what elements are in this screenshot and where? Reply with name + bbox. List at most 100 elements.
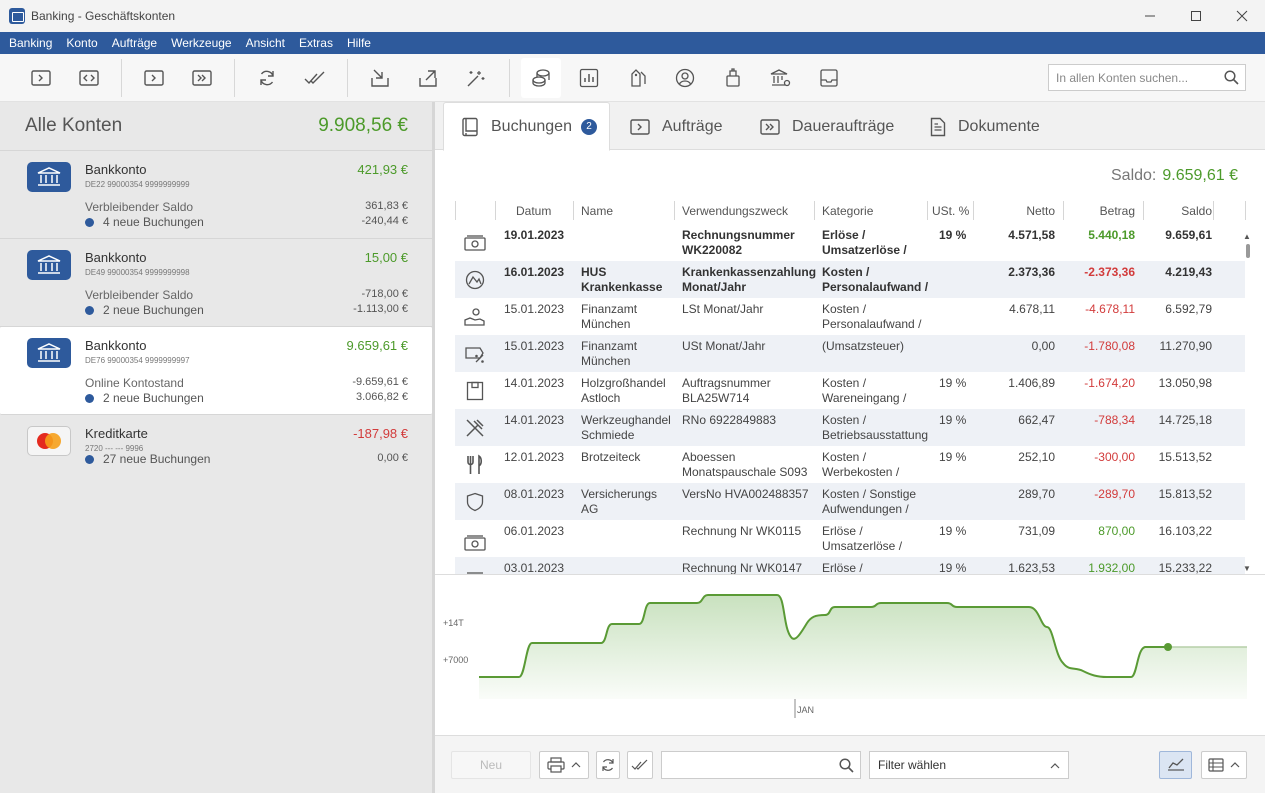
code-transfer-icon: [79, 70, 99, 86]
refresh-button[interactable]: [596, 751, 620, 779]
table-search-input[interactable]: [662, 752, 832, 778]
view-options-button[interactable]: [1201, 751, 1247, 779]
upload-button[interactable]: [713, 58, 753, 98]
cell-vat: 19 %: [939, 376, 967, 390]
account-info-value: -9.659,61 €: [352, 376, 408, 388]
menu-hilfe[interactable]: Hilfe: [346, 36, 371, 50]
cell-date: 15.01.2023: [504, 302, 565, 316]
standing-order-button[interactable]: [182, 58, 222, 98]
account-item[interactable]: Kreditkarte 2720 --- --- 9996 -187,98 € …: [0, 415, 432, 503]
menu-ansicht[interactable]: Ansicht: [245, 36, 285, 50]
new-button[interactable]: Neu: [451, 751, 531, 779]
table-row[interactable]: 08.01.2023 Versicherungs AG VersNo HVA00…: [455, 483, 1245, 520]
cell-balance: 15.813,52: [1158, 487, 1212, 501]
bank-settings-button[interactable]: [761, 58, 801, 98]
tab-dauerauftraege[interactable]: Daueraufträge: [760, 102, 894, 151]
table-search-field[interactable]: [661, 751, 861, 779]
menu-auftraege[interactable]: Aufträge: [111, 36, 158, 50]
account-name: Kreditkarte: [85, 426, 148, 441]
maximize-button[interactable]: [1173, 0, 1219, 32]
tab-label: Daueraufträge: [792, 117, 895, 135]
new-bookings: 27 neue Buchungen: [85, 452, 210, 466]
balance-line: [479, 594, 1168, 678]
coins-button[interactable]: [521, 58, 561, 98]
table-row[interactable]: 15.01.2023 Finanzamt München LSt Monat/J…: [455, 298, 1245, 335]
scroll-up-icon[interactable]: ▲: [1243, 232, 1251, 241]
menu-konto[interactable]: Konto: [66, 36, 98, 50]
transactions-table: 19.01.2023 Rechnungsnummer WK220082 Erlö…: [455, 224, 1247, 574]
menu-werkzeuge[interactable]: Werkzeuge: [171, 36, 232, 50]
account-info-label: Verbleibender Saldo: [85, 288, 194, 302]
column-header-datum[interactable]: Datum: [516, 204, 552, 218]
menu-banking[interactable]: Banking: [9, 36, 53, 50]
double-check-icon: [304, 71, 325, 85]
mark-read-button[interactable]: [627, 751, 653, 779]
tab-auftraege[interactable]: Aufträge: [630, 102, 722, 151]
chart-toggle-button[interactable]: [1159, 751, 1192, 779]
column-divider: [455, 201, 456, 220]
table-scrollbar[interactable]: ▲ ▼: [1243, 227, 1253, 573]
order-button[interactable]: [134, 58, 174, 98]
search-icon[interactable]: [1224, 70, 1239, 85]
new-indicator-dot: [85, 454, 94, 464]
table-row[interactable]: 16.01.2023 HUS Krankenkasse Krankenkasse…: [455, 261, 1245, 298]
export-icon: [419, 70, 437, 87]
global-search-input[interactable]: [1056, 70, 1216, 85]
user-button[interactable]: [665, 58, 705, 98]
new-bookings-value: 0,00 €: [377, 452, 408, 464]
scroll-down-icon[interactable]: ▼: [1243, 564, 1251, 573]
balance-area: [479, 595, 1247, 699]
pane-splitter[interactable]: [432, 102, 435, 793]
balance-current-point[interactable]: [1164, 643, 1172, 651]
tags-button[interactable]: [617, 58, 657, 98]
cell-name: Holzgroßhandel Astloch: [581, 376, 666, 405]
table-row[interactable]: 03.01.2023 Rechnung Nr WK0147 Erlöse / 1…: [455, 557, 1245, 574]
magic-wand-button[interactable]: [456, 58, 496, 98]
cell-balance: 16.103,22: [1158, 524, 1212, 538]
filter-select[interactable]: Filter wählen: [869, 751, 1069, 779]
double-check-button[interactable]: [295, 58, 335, 98]
cell-net: 731,09: [1018, 524, 1055, 538]
account-item-selected[interactable]: Bankkonto DE76 99000354 9999999997 9.659…: [0, 327, 432, 415]
cell-vat: 19 %: [939, 524, 967, 538]
column-header-betrag[interactable]: Betrag: [1099, 204, 1135, 218]
code-transfer-button[interactable]: [69, 58, 109, 98]
column-header-ust[interactable]: USt. %: [932, 204, 970, 218]
table-row[interactable]: 12.01.2023 Brotzeiteck Aboessen Monatspa…: [455, 446, 1245, 483]
column-header-netto[interactable]: Netto: [1026, 204, 1055, 218]
column-header-saldo[interactable]: Saldo: [1181, 204, 1212, 218]
account-item[interactable]: Bankkonto DE49 99000354 9999999998 15,00…: [0, 239, 432, 327]
scrollbar-thumb[interactable]: [1246, 244, 1250, 258]
import-button[interactable]: [360, 58, 400, 98]
column-divider: [814, 201, 815, 220]
refresh-button[interactable]: [247, 58, 287, 98]
account-item[interactable]: Bankkonto DE22 99000354 9999999999 421,9…: [0, 151, 432, 239]
table-row[interactable]: 19.01.2023 Rechnungsnummer WK220082 Erlö…: [455, 224, 1245, 261]
accounts-title: Alle Konten: [25, 115, 123, 136]
column-header-verwendungszweck[interactable]: Verwendungszweck: [682, 204, 789, 218]
cell-category: Kosten / Personalaufwand /: [822, 302, 922, 331]
minimize-button[interactable]: [1127, 0, 1173, 32]
bar-chart-button[interactable]: [569, 58, 609, 98]
tab-dokumente[interactable]: Dokumente: [930, 102, 1040, 151]
column-header-kategorie[interactable]: Kategorie: [822, 204, 874, 218]
tags-icon: [631, 69, 646, 87]
global-search[interactable]: [1048, 64, 1246, 91]
menu-extras[interactable]: Extras: [298, 36, 333, 50]
table-row[interactable]: 15.01.2023 Finanzamt München USt Monat/J…: [455, 335, 1245, 372]
close-button[interactable]: [1219, 0, 1265, 32]
export-button[interactable]: [408, 58, 448, 98]
print-button[interactable]: [539, 751, 589, 779]
tab-buchungen[interactable]: Buchungen 2: [443, 102, 610, 151]
table-row[interactable]: 06.01.2023 Rechnung Nr WK0115 Erlöse / U…: [455, 520, 1245, 557]
transfer-button[interactable]: [21, 58, 61, 98]
table-row[interactable]: 14.01.2023 Holzgroßhandel Astloch Auftra…: [455, 372, 1245, 409]
bottom-toolbar: Neu Filter wählen: [435, 735, 1265, 793]
cell-amount: -788,34: [1094, 413, 1135, 427]
inbox-button[interactable]: [809, 58, 849, 98]
cell-date: 16.01.2023: [504, 265, 565, 279]
column-header-name[interactable]: Name: [581, 204, 614, 218]
search-icon[interactable]: [839, 758, 854, 773]
cell-name: Finanzamt München: [581, 339, 638, 368]
table-row[interactable]: 14.01.2023 Werkzeughandel Schmiede RNo 6…: [455, 409, 1245, 446]
